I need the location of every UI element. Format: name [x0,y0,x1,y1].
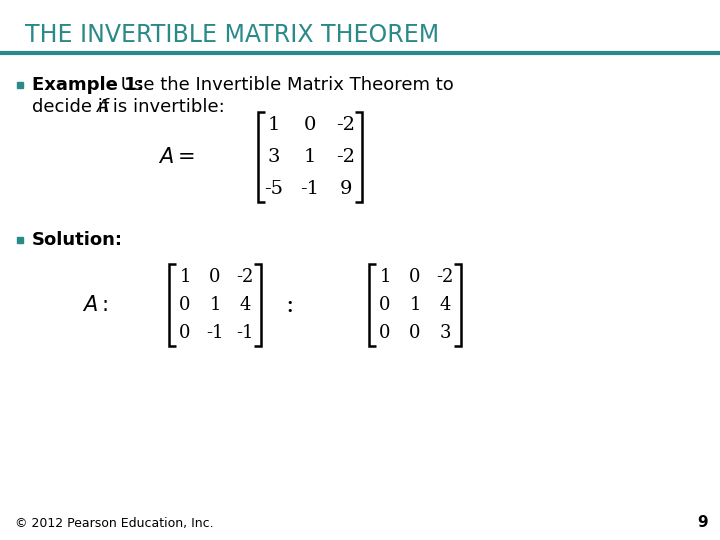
Text: 0: 0 [210,268,221,286]
Text: -1: -1 [300,180,320,198]
Text: :: : [286,294,294,316]
Text: Solution:: Solution: [32,231,123,249]
Text: 0: 0 [379,324,391,342]
Text: 1: 1 [268,116,280,134]
Text: -5: -5 [264,180,284,198]
Text: THE INVERTIBLE MATRIX THEOREM: THE INVERTIBLE MATRIX THEOREM [25,23,439,47]
Text: 9: 9 [340,180,352,198]
Text: 4: 4 [239,296,251,314]
Text: 0: 0 [179,324,191,342]
Text: © 2012 Pearson Education, Inc.: © 2012 Pearson Education, Inc. [15,517,214,530]
Text: 3: 3 [268,148,280,166]
Text: 0: 0 [409,268,420,286]
Text: 9: 9 [698,515,708,530]
Text: 1: 1 [210,296,221,314]
Text: 0: 0 [179,296,191,314]
Text: 1: 1 [304,148,316,166]
Text: 1: 1 [379,268,391,286]
Text: 0: 0 [304,116,316,134]
Text: -1: -1 [206,324,224,342]
Text: decide if: decide if [32,98,115,116]
Text: 3: 3 [439,324,451,342]
Text: -2: -2 [336,116,356,134]
Text: Use the Invertible Matrix Theorem to: Use the Invertible Matrix Theorem to [115,76,454,94]
Text: -1: -1 [236,324,253,342]
Text: $A:$: $A:$ [82,295,108,315]
Text: 1: 1 [409,296,420,314]
Text: $A=$: $A=$ [158,147,195,167]
Text: is invertible:: is invertible: [107,98,225,116]
Text: 4: 4 [439,296,451,314]
Text: -2: -2 [336,148,356,166]
Text: 0: 0 [409,324,420,342]
Text: 0: 0 [379,296,391,314]
Text: -2: -2 [436,268,454,286]
Text: -2: -2 [236,268,253,286]
Text: 1: 1 [179,268,191,286]
Text: Example 1:: Example 1: [32,76,144,94]
Text: A: A [97,98,109,116]
